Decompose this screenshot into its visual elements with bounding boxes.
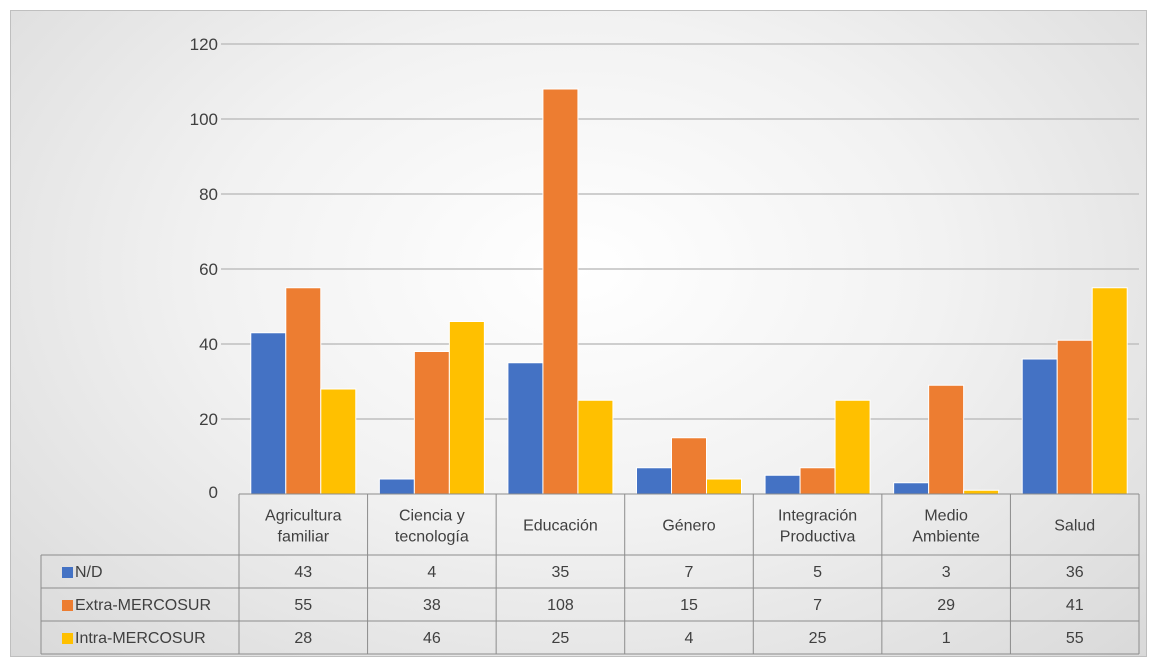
bar bbox=[1056, 339, 1093, 495]
y-axis-ticks: 0 20 40 60 80 100 120 bbox=[190, 35, 218, 502]
series-name: Intra-MERCOSUR bbox=[75, 630, 206, 647]
y-tick-label: 20 bbox=[199, 410, 218, 429]
bar bbox=[799, 467, 836, 495]
bar bbox=[671, 437, 707, 495]
category-label: Agricultura bbox=[265, 508, 342, 525]
bar bbox=[963, 489, 1000, 495]
bar bbox=[834, 399, 871, 495]
data-label: 1 bbox=[942, 630, 951, 647]
category-label: Ciencia y bbox=[399, 508, 465, 525]
bar bbox=[378, 478, 415, 495]
bar bbox=[413, 351, 450, 495]
data-label: 15 bbox=[680, 597, 698, 614]
data-label: 4 bbox=[427, 564, 436, 581]
legend-key bbox=[62, 633, 73, 644]
series-name: Extra-MERCOSUR bbox=[75, 597, 211, 614]
data-label: 25 bbox=[809, 630, 827, 647]
category-label: familiar bbox=[278, 529, 330, 546]
data-label: 55 bbox=[1066, 630, 1084, 647]
bar bbox=[1091, 287, 1128, 495]
data-label: 25 bbox=[552, 630, 570, 647]
y-tick-label: 40 bbox=[199, 335, 218, 354]
data-label: 28 bbox=[294, 630, 312, 647]
data-label: 55 bbox=[294, 597, 312, 614]
legend-key bbox=[62, 567, 73, 578]
data-label: 43 bbox=[294, 564, 312, 581]
y-tick-label: 60 bbox=[199, 260, 218, 279]
bar bbox=[636, 467, 672, 495]
y-tick-label: 0 bbox=[209, 483, 218, 502]
gridlines bbox=[221, 43, 1139, 420]
category-label: Salud bbox=[1054, 518, 1095, 535]
bar bbox=[706, 478, 742, 495]
data-label: 29 bbox=[937, 597, 955, 614]
legend-key bbox=[62, 600, 73, 611]
chart-area: 0 20 40 60 80 100 120 Agricultura familiar Cienc… bbox=[10, 10, 1147, 657]
y-tick-label: 120 bbox=[190, 35, 218, 54]
series-name: N/D bbox=[75, 564, 103, 581]
bar bbox=[542, 88, 579, 495]
category-label: Integración bbox=[778, 508, 857, 525]
bar bbox=[448, 321, 485, 495]
bar bbox=[1021, 358, 1058, 495]
bar bbox=[285, 287, 322, 495]
data-label: 4 bbox=[685, 630, 694, 647]
bar-chart: 0 20 40 60 80 100 120 Agricultura familiar Cienc… bbox=[40, 35, 1140, 655]
data-label: 38 bbox=[423, 597, 441, 614]
y-tick-label: 100 bbox=[190, 110, 218, 129]
category-label: Productiva bbox=[780, 529, 856, 546]
category-label: tecnología bbox=[395, 529, 469, 546]
bar bbox=[764, 474, 801, 495]
bar bbox=[577, 399, 614, 495]
bar bbox=[250, 332, 287, 495]
bar bbox=[320, 388, 357, 495]
bar bbox=[507, 362, 544, 495]
data-table: Agricultura familiar Ciencia y tecnología Ed… bbox=[40, 493, 1140, 655]
category-label: Género bbox=[662, 518, 715, 535]
category-label: Educación bbox=[523, 518, 598, 535]
bar bbox=[928, 384, 965, 495]
data-label: 36 bbox=[1066, 564, 1084, 581]
data-label: 7 bbox=[685, 564, 694, 581]
data-label: 7 bbox=[813, 597, 822, 614]
data-label: 3 bbox=[942, 564, 951, 581]
data-label: 46 bbox=[423, 630, 441, 647]
category-label: Ambiente bbox=[912, 529, 980, 546]
data-label: 35 bbox=[552, 564, 570, 581]
bars bbox=[250, 88, 1128, 495]
category-label: Medio bbox=[924, 508, 968, 525]
data-label: 108 bbox=[547, 597, 574, 614]
data-label: 41 bbox=[1066, 597, 1084, 614]
bar bbox=[893, 482, 930, 495]
data-label: 5 bbox=[813, 564, 822, 581]
y-tick-label: 80 bbox=[199, 185, 218, 204]
